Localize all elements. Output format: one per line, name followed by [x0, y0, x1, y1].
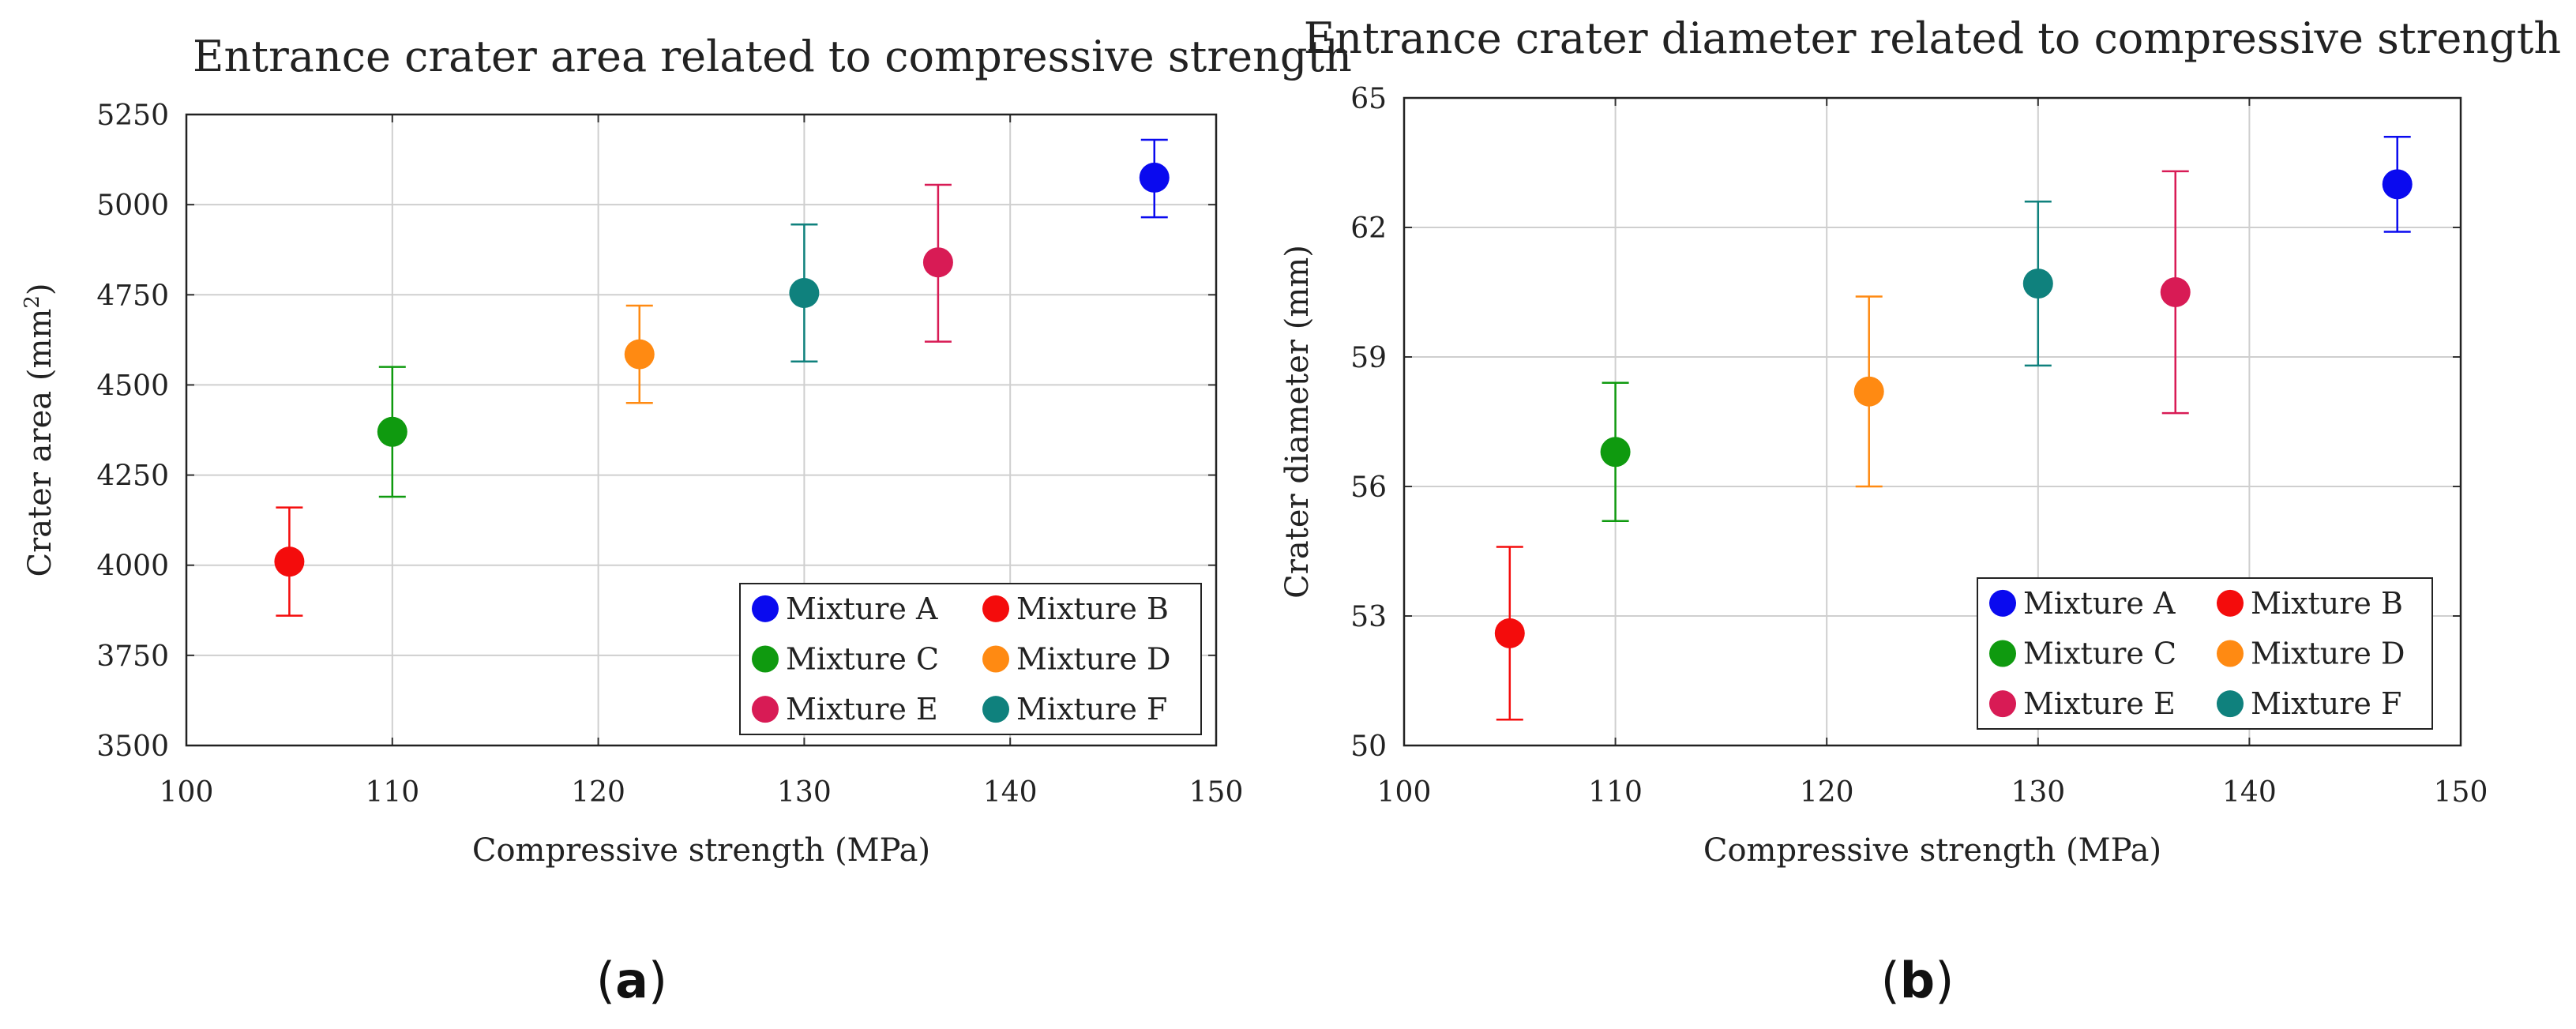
legend-marker-a-3: [982, 645, 1009, 673]
y-axis-label-main: Crater area (mm: [22, 309, 58, 577]
y-tick-label-a-4: 4500: [96, 370, 169, 402]
legend-label-a-5: Mixture F: [1016, 692, 1167, 727]
panel-label-letter: a: [615, 952, 648, 1009]
legend-a: Mixture A Mixture B Mixture C Mixture D Mixt…: [739, 583, 1202, 735]
panel-label-close-paren: ): [648, 952, 667, 1009]
y-tick-label-a-5: 4750: [96, 280, 169, 312]
x-tick-label-b-3: 130: [2011, 776, 2065, 809]
y-axis-label-tail: ): [22, 284, 58, 296]
legend-b: Mixture A Mixture B Mixture C Mixture D Mixt…: [1977, 577, 2433, 730]
legend-box: [1977, 577, 2433, 730]
panel-label-a: (a): [596, 952, 667, 1009]
legend-label-b-1: Mixture B: [2251, 586, 2403, 621]
x-tick-label-a-0: 100: [160, 776, 214, 809]
y-axis-label-a: Crater area (mm2): [21, 284, 58, 577]
y-tick-label-b-4: 62: [1350, 212, 1387, 245]
data-point-b-mixture-a: [2382, 169, 2413, 200]
data-point-b-mixture-b: [1494, 618, 1525, 648]
legend-label-a-3: Mixture D: [1016, 642, 1170, 677]
data-point-a-mixture-e: [922, 247, 953, 278]
x-axis-label-a: Compressive strength (MPa): [472, 832, 930, 869]
legend-label-b-0: Mixture A: [2023, 586, 2176, 621]
x-tick-label-a-1: 110: [365, 776, 419, 809]
legend-label-b-4: Mixture E: [2023, 686, 2176, 721]
x-tick-label-a-5: 150: [1189, 776, 1244, 809]
y-tick-label-b-1: 53: [1350, 601, 1387, 633]
legend-label-a-0: Mixture A: [786, 591, 938, 626]
y-tick-label-a-6: 5000: [96, 190, 169, 222]
x-tick-label-b-5: 150: [2434, 776, 2488, 809]
legend-marker-b-2: [1989, 640, 2016, 667]
y-tick-label-a-2: 4000: [96, 550, 169, 583]
data-point-b-mixture-e: [2160, 277, 2191, 307]
legend-marker-a-2: [752, 645, 779, 673]
panel-label-open-paren: (: [596, 952, 615, 1009]
data-point-b-mixture-f: [2022, 269, 2053, 299]
y-axis-label-b: Crater diameter (mm): [1279, 245, 1316, 599]
x-tick-label-a-3: 130: [777, 776, 832, 809]
data-point-a-mixture-f: [789, 278, 820, 309]
y-tick-label-b-5: 65: [1350, 83, 1387, 115]
x-tick-label-b-1: 110: [1588, 776, 1643, 809]
panel-label-b: (b): [1881, 952, 1955, 1009]
y-axis-label-superscript: 2: [21, 295, 44, 309]
legend-marker-a-0: [752, 595, 779, 622]
legend-marker-b-5: [2217, 690, 2244, 718]
legend-marker-b-0: [1989, 589, 2016, 617]
data-point-b-mixture-d: [1853, 376, 1884, 407]
y-tick-label-a-0: 3500: [96, 730, 169, 763]
y-tick-label-a-7: 5250: [96, 100, 169, 132]
legend-label-a-1: Mixture B: [1016, 591, 1169, 626]
x-tick-label-b-0: 100: [1377, 776, 1432, 809]
panel-label-open-paren: (: [1881, 952, 1900, 1009]
legend-box: [739, 583, 1202, 735]
panel-a: 100 110 120 130 140 150 3500 3750 4000 4250 4500 47…: [21, 32, 1352, 1009]
legend-label-b-3: Mixture D: [2251, 637, 2405, 671]
x-tick-label-a-2: 120: [571, 776, 625, 809]
y-tick-label-b-2: 56: [1350, 471, 1387, 504]
plot-frame-a: [185, 113, 1218, 747]
legend-label-b-2: Mixture C: [2023, 637, 2176, 671]
x-tick-label-b-2: 120: [1800, 776, 1854, 809]
panel-label-letter: b: [1900, 952, 1935, 1009]
data-point-a-mixture-d: [624, 339, 655, 370]
legend-label-a-4: Mixture E: [786, 692, 938, 727]
legend-marker-b-1: [2217, 589, 2244, 617]
x-tick-label-a-4: 140: [983, 776, 1038, 809]
panel-label-close-paren: ): [1935, 952, 1954, 1009]
y-tick-label-a-3: 4250: [96, 460, 169, 493]
data-point-a-mixture-c: [377, 416, 407, 447]
legend-label-b-5: Mixture F: [2251, 686, 2401, 721]
chart-title-b: Entrance crater diameter related to comp…: [1304, 13, 2561, 63]
x-axis-label-b: Compressive strength (MPa): [1703, 832, 2161, 869]
data-point-a-mixture-a: [1139, 162, 1170, 193]
x-tick-label-b-4: 140: [2222, 776, 2277, 809]
y-tick-label-b-0: 50: [1350, 730, 1387, 763]
legend-marker-a-5: [982, 696, 1009, 723]
y-axis-label-main: Crater diameter (mm): [1279, 245, 1316, 599]
plot-frame-b: [1403, 96, 2462, 747]
legend-marker-a-1: [982, 595, 1009, 622]
legend-marker-b-3: [2217, 640, 2244, 667]
y-tick-label-b-3: 59: [1350, 342, 1387, 374]
legend-label-a-2: Mixture C: [786, 642, 939, 677]
y-tick-label-a-1: 3750: [96, 640, 169, 673]
chart-title-a: Entrance crater area related to compress…: [193, 32, 1352, 81]
legend-marker-b-4: [1989, 690, 2016, 718]
legend-marker-a-4: [752, 696, 779, 723]
data-point-b-mixture-c: [1600, 437, 1631, 468]
data-point-a-mixture-b: [274, 546, 305, 577]
